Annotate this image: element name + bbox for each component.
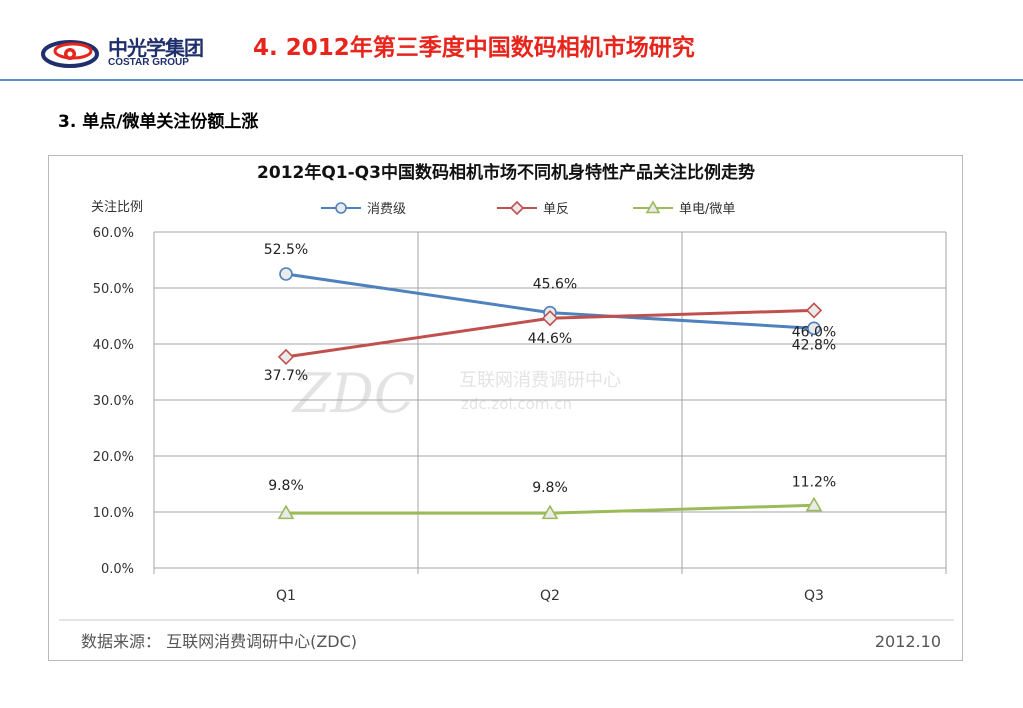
data-label: 44.6% xyxy=(528,331,572,347)
y-tick-label: 50.0% xyxy=(93,282,134,297)
data-point-circle xyxy=(335,202,347,214)
y-tick-label: 30.0% xyxy=(93,394,134,409)
y-tick-label: 20.0% xyxy=(93,450,134,465)
x-tick-label: Q3 xyxy=(804,588,824,604)
chart-watermark: ZDC 互联网消费调研中心 zdc.zol.com.cn xyxy=(291,362,621,425)
logo-text-en: COSTAR GROUP xyxy=(108,57,189,68)
watermark-logo: ZDC xyxy=(291,362,415,425)
data-label: 9.8% xyxy=(532,480,568,496)
data-point-diamond xyxy=(805,302,823,319)
line-chart: 2012年Q1-Q3中国数码相机市场不同机身特性产品关注比例走势 关注比例 消费… xyxy=(59,162,954,651)
data-point-diamond xyxy=(277,348,295,366)
chart-series xyxy=(277,267,823,520)
logo-text-cn: 中光学集团 xyxy=(108,36,204,60)
source-note: 数据来源： 互联网消费调研中心(ZDC) xyxy=(81,632,357,651)
header-divider xyxy=(0,79,1023,81)
chart-title: 2012年Q1-Q3中国数码相机市场不同机身特性产品关注比例走势 xyxy=(257,162,755,183)
data-point-diamond xyxy=(509,200,525,216)
data-label: 9.8% xyxy=(268,478,304,494)
legend-label: 单反 xyxy=(543,202,569,217)
y-tick-label: 10.0% xyxy=(93,506,134,521)
chart-frame: 2012年Q1-Q3中国数码相机市场不同机身特性产品关注比例走势 关注比例 消费… xyxy=(48,155,963,661)
data-labels: 52.5% 45.6% 42.8% 37.7% 44.6% 46.0% 9.8% 9.8% 11… xyxy=(264,242,836,496)
data-point-circle xyxy=(279,267,293,281)
data-label: 37.7% xyxy=(264,368,308,384)
watermark-cn: 互联网消费调研中心 xyxy=(459,370,621,391)
y-axis-ticks: 0.0% 10.0% 20.0% 30.0% 40.0% 50.0% 60.0% xyxy=(93,226,134,577)
watermark-url: zdc.zol.com.cn xyxy=(461,395,572,413)
y-tick-label: 40.0% xyxy=(93,338,134,353)
y-tick-label: 60.0% xyxy=(93,226,134,241)
x-tick-label: Q1 xyxy=(276,588,296,604)
data-label: 45.6% xyxy=(533,277,577,293)
x-axis-ticks: Q1 Q2 Q3 xyxy=(276,588,824,604)
data-point-diamond xyxy=(541,310,559,327)
data-point-circle xyxy=(807,321,821,336)
chart-legend: 消费级 单反 单电/微单 xyxy=(321,200,735,217)
data-label: 52.5% xyxy=(264,242,308,258)
data-point-triangle xyxy=(645,200,661,214)
data-label: 11.2% xyxy=(792,474,836,490)
y-axis-label: 关注比例 xyxy=(91,200,143,215)
legend-label: 单电/微单 xyxy=(679,202,735,217)
slide-title: 4. 2012年第三季度中国数码相机市场研究 xyxy=(253,35,695,61)
costar-logo-mark xyxy=(41,40,99,68)
x-tick-label: Q2 xyxy=(540,588,560,604)
data-label: 46.0% xyxy=(792,324,836,340)
y-tick-label: 0.0% xyxy=(101,562,134,577)
data-point-triangle xyxy=(805,496,823,512)
section-subtitle: 3. 单点/微单关注份额上涨 xyxy=(58,112,259,132)
data-point-triangle xyxy=(541,504,559,520)
data-label: 42.8% xyxy=(792,337,836,353)
data-point-triangle xyxy=(277,504,295,520)
legend-label: 消费级 xyxy=(367,202,406,217)
report-date: 2012.10 xyxy=(875,632,941,651)
costar-logo: 中光学集团 COSTAR GROUP xyxy=(40,30,230,76)
